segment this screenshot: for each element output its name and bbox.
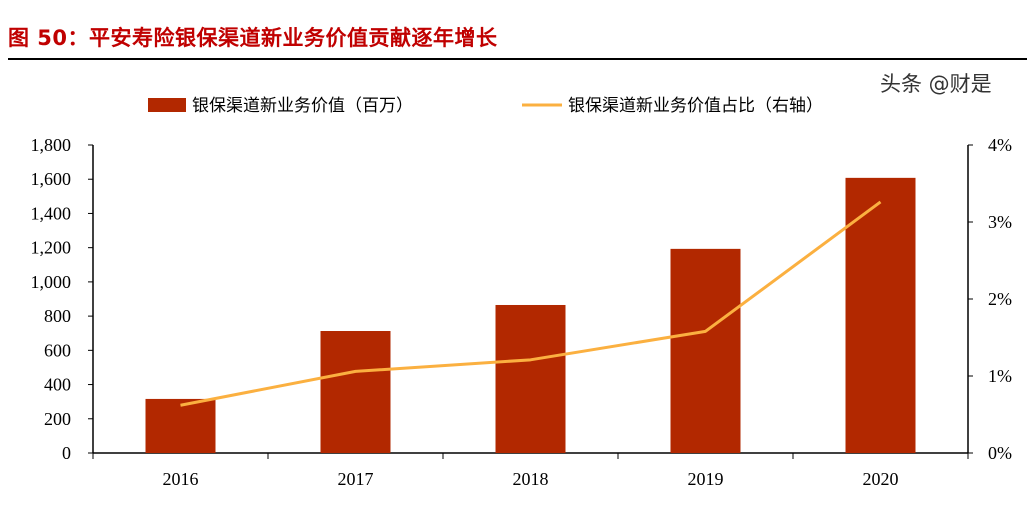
legend-label-line: 银保渠道新业务价值占比（右轴） — [568, 96, 823, 116]
left-axis-tick-label: 1,000 — [31, 272, 72, 292]
x-axis-tick-label: 2019 — [688, 469, 724, 489]
legend-swatch-bar — [148, 98, 186, 112]
right-axis-tick-label: 1% — [988, 366, 1012, 386]
figure-title: 图 50：平安寿险银保渠道新业务价值贡献逐年增长 — [8, 26, 498, 50]
right-axis-tick-label: 4% — [988, 135, 1012, 155]
legend-label-bar: 银保渠道新业务价值（百万） — [192, 96, 413, 116]
x-axis-tick-label: 2017 — [338, 469, 374, 489]
title-divider — [8, 58, 1027, 60]
left-axis-tick-label: 800 — [44, 306, 71, 326]
left-axis-tick-label: 200 — [44, 409, 71, 429]
watermark: 头条 @财是 — [880, 72, 992, 96]
left-axis-tick-label: 0 — [62, 443, 71, 463]
bar-2020 — [845, 177, 916, 453]
bar-2019 — [670, 248, 741, 453]
left-axis-tick-label: 1,200 — [31, 238, 72, 258]
left-axis-tick-label: 1,800 — [31, 135, 72, 155]
x-axis-tick-label: 2020 — [863, 469, 899, 489]
right-axis-tick-label: 3% — [988, 212, 1012, 232]
bar-2018 — [495, 304, 566, 453]
left-axis-tick-label: 400 — [44, 375, 71, 395]
left-axis-tick-label: 1,400 — [31, 203, 72, 223]
x-axis-tick-label: 2018 — [513, 469, 549, 489]
left-axis-tick-label: 600 — [44, 340, 71, 360]
right-axis-tick-label: 2% — [988, 289, 1012, 309]
left-axis-tick-label: 1,600 — [31, 169, 72, 189]
bar-2017 — [320, 330, 391, 453]
x-axis-tick-label: 2016 — [163, 469, 199, 489]
bar-2016 — [145, 398, 216, 453]
right-axis-tick-label: 0% — [988, 443, 1012, 463]
